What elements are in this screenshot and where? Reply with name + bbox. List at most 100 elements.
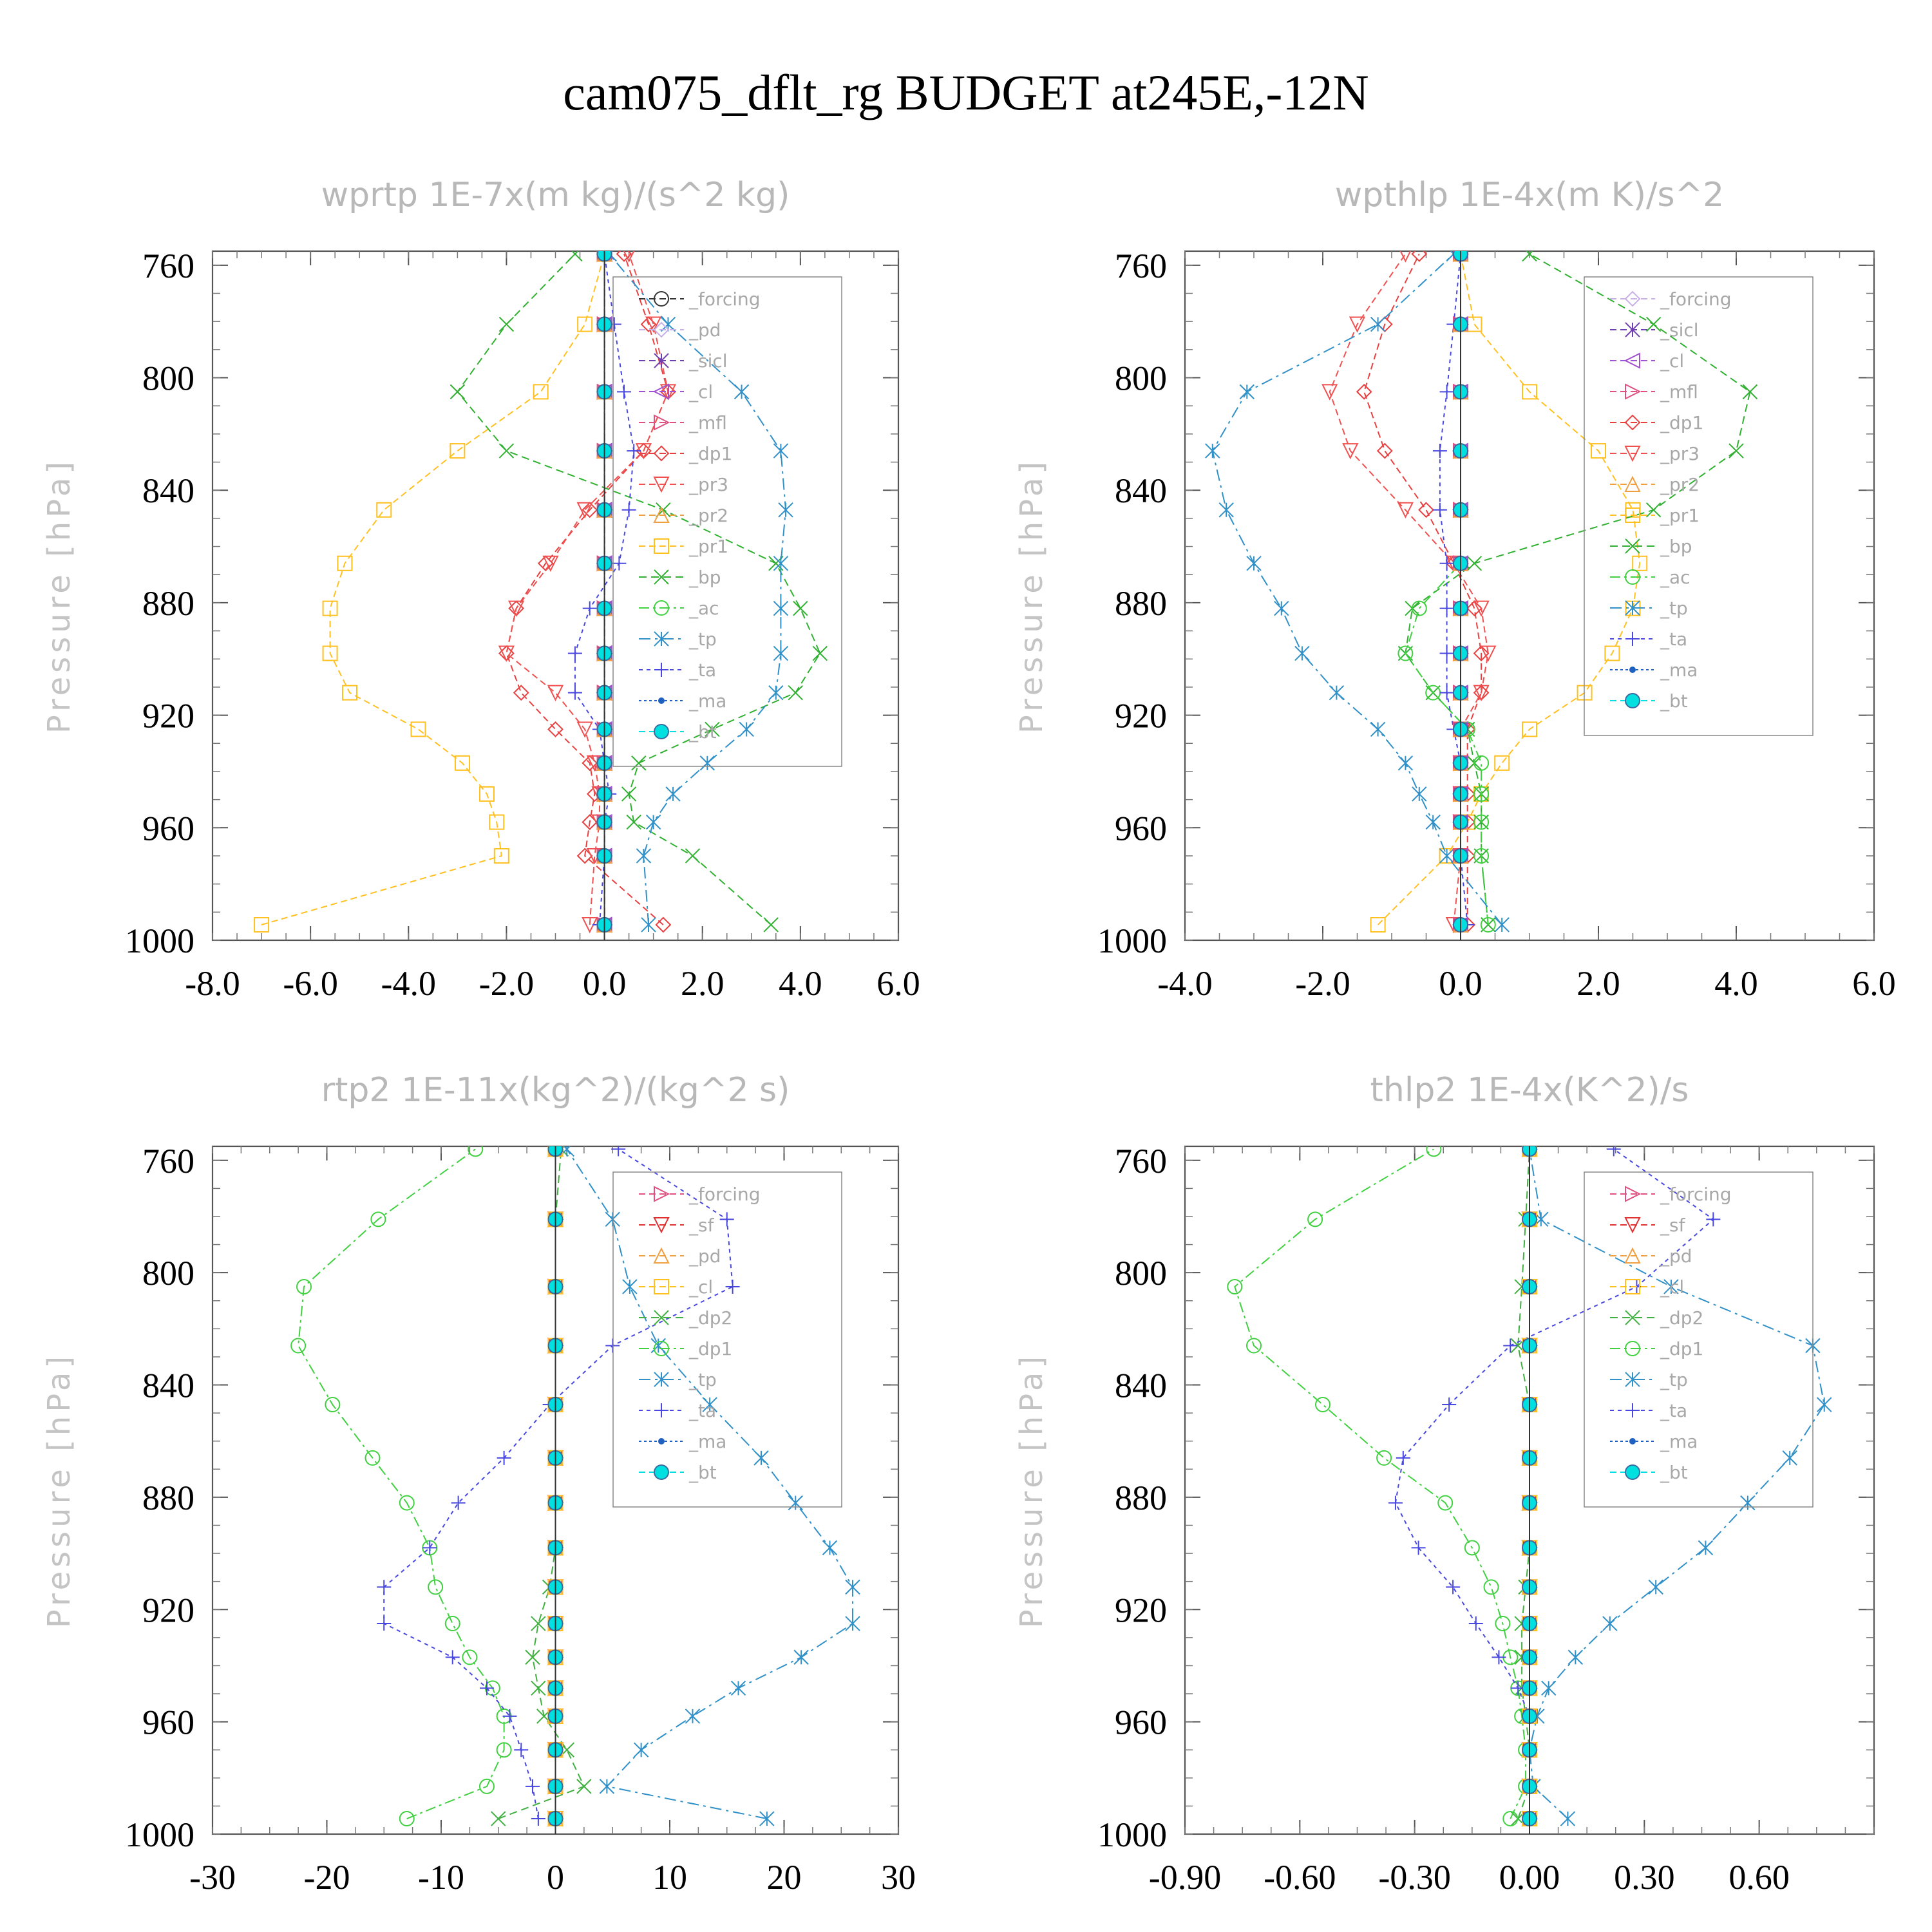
panel-title: thlp2 1E-4x(K^2)/s [1370,1071,1689,1110]
y-tick-label: 760 [142,247,194,285]
data-point-pr3 [542,555,559,573]
legend-label: _dp1 [1660,412,1703,433]
legend-label: _ma [1660,1431,1698,1452]
legend-marker [653,1217,670,1234]
y-tick-label: 840 [142,471,194,510]
y-tick-label: 760 [142,1142,194,1180]
legend-marker [1625,1310,1640,1325]
x-tick-label: -2.0 [479,964,534,1003]
series-group [1227,1146,1832,1834]
data-point-pr3 [1349,316,1366,333]
series-line-dp1 [1234,1148,1527,1819]
legend-label: _ma [688,1431,726,1452]
y-axis-label: Pressure [hPa] [1014,458,1050,734]
data-point-ta [1411,1540,1426,1555]
x-tick-label: 4.0 [779,964,822,1003]
data-point-pr3 [1397,502,1414,519]
legend-label: _forcing [688,1184,761,1205]
legend-marker [658,1438,665,1444]
data-point-bp [631,755,647,771]
data-point-dp1 [1315,1397,1331,1413]
y-tick-label: 760 [1115,1142,1167,1180]
data-point-tp [1541,1680,1557,1696]
legend-label: _ac [1660,567,1690,588]
data-point-pr1 [376,502,392,518]
data-point-ta [1439,384,1454,399]
data-point-bp [1645,316,1662,332]
x-tick-label: -0.30 [1378,1858,1450,1897]
data-point-ta [1446,1580,1461,1595]
data-point-dp1 [399,1495,415,1511]
data-point-tp [1439,848,1455,864]
legend-box [1584,1171,1814,1508]
y-tick-label: 1000 [1097,1815,1167,1854]
legend-marker [1625,507,1640,523]
data-point-tp [1370,316,1386,332]
legend-marker [1625,632,1640,646]
data-point-bp [450,384,466,400]
series-line-tp [566,1148,853,1820]
data-point-tp [793,1649,809,1665]
legend-marker [1625,1186,1642,1202]
data-point-dp1 [547,721,564,737]
series-line-dp1 [1363,253,1482,925]
data-point-pr1 [489,814,505,830]
data-point-bp [498,443,515,459]
data-point-pr3 [1473,600,1490,617]
legend-label: _pd [1660,1245,1692,1267]
legend-label: _ta [1660,629,1687,650]
data-point-bp [788,685,803,701]
legend-marker [654,569,669,585]
legend-marker [654,1341,669,1356]
legend-marker [653,321,670,338]
x-tick-label: -0.90 [1149,1858,1221,1897]
legend-marker [1625,1403,1640,1417]
data-point-ta [567,685,582,700]
data-point-tp [730,1680,746,1696]
data-point-pr3 [1473,685,1490,701]
legend-marker [1624,446,1641,462]
series-line-ac [1405,254,1489,925]
legend-marker [654,1186,670,1202]
data-point-dp1 [1483,1579,1499,1595]
y-axis-label: Pressure [hPa] [41,1352,77,1628]
y-tick-label: 1000 [125,1815,194,1854]
legend-label: _cl [688,1276,713,1298]
legend-marker [1624,1247,1641,1264]
legend-label: _pr2 [688,505,728,526]
data-point-dp1 [537,555,554,572]
data-point-pr3 [576,502,593,519]
data-point-ta [1706,1212,1721,1227]
data-point-tp [734,384,750,400]
data-point-tp [1294,645,1310,661]
data-point-pr1 [410,721,426,737]
data-point-tp [1602,1616,1618,1631]
data-point-tp [739,721,754,737]
data-point-tp [641,917,656,933]
data-point-dp1 [1473,645,1490,661]
legend-label: _cl [688,381,713,402]
data-point-ta [480,1681,494,1696]
data-point-pr3 [576,721,593,738]
data-point-tp [1246,556,1262,571]
y-tick-label: 960 [142,809,194,848]
data-point-ta [1439,646,1454,661]
legend-label: _tp [688,1369,717,1390]
series-line-pr3 [1329,253,1489,925]
data-point-dp1 [1495,1616,1511,1632]
data-point-bp [1742,384,1758,400]
data-point-pr1 [454,755,470,771]
series-line-dp2 [1517,1149,1530,1819]
legend-label: _ta [1660,1400,1687,1421]
data-point-ta [445,1650,460,1665]
data-point-dp1 [428,1579,444,1595]
data-point-bp [1522,251,1537,262]
legend-box [1584,276,1814,736]
legend-label: _forcing [1660,289,1732,310]
data-point-bp [626,814,641,830]
legend-label: _sf [688,1215,715,1236]
legend-marker [653,506,670,523]
plot-frame [1184,250,1875,942]
data-point-tp [665,786,681,802]
data-point-pr3 [623,251,635,263]
